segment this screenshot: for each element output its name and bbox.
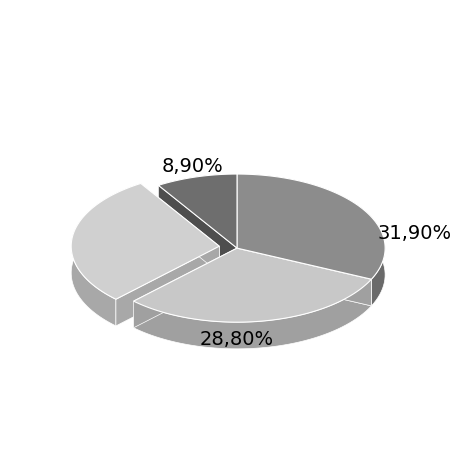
PathPatch shape: [71, 183, 141, 326]
PathPatch shape: [237, 248, 372, 306]
PathPatch shape: [141, 183, 219, 273]
PathPatch shape: [134, 279, 372, 349]
PathPatch shape: [134, 248, 372, 322]
PathPatch shape: [237, 248, 372, 306]
PathPatch shape: [71, 183, 219, 299]
PathPatch shape: [237, 174, 385, 279]
PathPatch shape: [116, 246, 219, 326]
PathPatch shape: [158, 174, 237, 248]
Text: 8,90%: 8,90%: [162, 157, 223, 176]
PathPatch shape: [134, 248, 237, 328]
PathPatch shape: [158, 174, 237, 212]
Text: 31,90%: 31,90%: [378, 224, 452, 243]
PathPatch shape: [158, 185, 237, 275]
Text: 28,80%: 28,80%: [200, 330, 274, 349]
PathPatch shape: [237, 174, 385, 306]
